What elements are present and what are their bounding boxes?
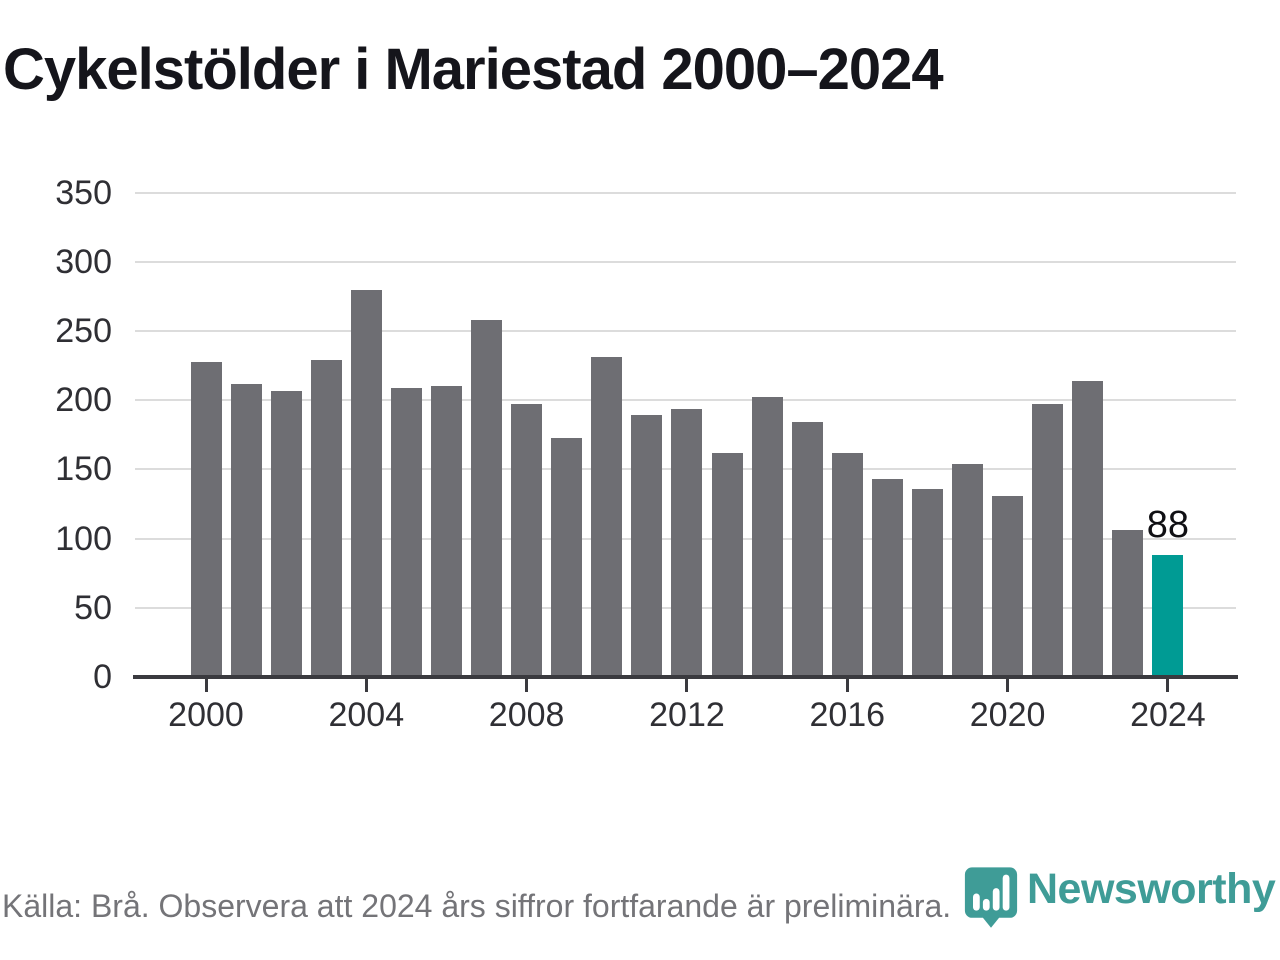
bar-2002 bbox=[270, 390, 302, 677]
bar-2020 bbox=[992, 495, 1024, 677]
x-axis-label-2004: 2004 bbox=[328, 696, 405, 734]
bar-2007 bbox=[471, 320, 503, 677]
newsworthy-icon bbox=[964, 867, 1018, 928]
chart-title: Cykelstölder i Mariestad 2000–2024 bbox=[3, 37, 944, 102]
y-axis-label: 200 bbox=[55, 381, 112, 420]
x-axis-label-2016: 2016 bbox=[809, 696, 886, 734]
bar-2018 bbox=[911, 488, 943, 677]
x-axis-tick-2020 bbox=[1006, 679, 1010, 692]
y-axis-label: 250 bbox=[55, 312, 112, 351]
y-axis-label: 350 bbox=[55, 173, 112, 212]
bar-value-label: 88 bbox=[1146, 504, 1190, 547]
bar-2001 bbox=[230, 383, 262, 677]
bar-2017 bbox=[871, 479, 903, 677]
newsworthy-logo: Newsworthy bbox=[964, 865, 1276, 930]
bar-2010 bbox=[591, 357, 623, 677]
x-axis-label-2008: 2008 bbox=[488, 696, 565, 734]
bar-2021 bbox=[1032, 404, 1064, 677]
bar-2014 bbox=[751, 397, 783, 677]
bar-chart: 0 50 100 150 200 250 300 350 2000 2004 2008 2012 201… bbox=[55, 173, 1238, 734]
x-axis-tick-2016 bbox=[845, 679, 849, 692]
gridline-300 bbox=[135, 260, 1236, 263]
y-axis-label: 100 bbox=[55, 519, 112, 558]
bar-2004 bbox=[350, 289, 382, 677]
x-axis-label-2024: 2024 bbox=[1130, 696, 1206, 734]
x-axis-tick-2024 bbox=[1166, 679, 1170, 692]
x-axis-tick-2004 bbox=[364, 679, 368, 692]
newsworthy-wordmark: Newsworthy bbox=[1027, 865, 1276, 913]
bar-2013 bbox=[711, 452, 743, 677]
bar-2008 bbox=[511, 404, 543, 677]
bar-2005 bbox=[390, 387, 422, 677]
bar-2019 bbox=[952, 463, 984, 677]
x-axis-label-2000: 2000 bbox=[168, 696, 244, 734]
bar-2023 bbox=[1112, 530, 1144, 677]
x-axis-tick-2000 bbox=[204, 679, 208, 692]
x-axis-tick-2012 bbox=[685, 679, 689, 692]
bar-2016 bbox=[831, 452, 863, 677]
bar-2009 bbox=[551, 437, 583, 677]
bar-2000 bbox=[190, 361, 222, 677]
x-axis-line bbox=[133, 675, 1238, 679]
x-axis-tick-2008 bbox=[525, 679, 529, 692]
gridline-250 bbox=[135, 330, 1236, 333]
source-note: Källa: Brå. Observera att 2024 års siffr… bbox=[2, 888, 952, 924]
gridline-350 bbox=[135, 191, 1236, 194]
x-axis-label-2012: 2012 bbox=[649, 696, 725, 734]
bar-2011 bbox=[631, 415, 663, 677]
bar-2024 bbox=[1152, 555, 1184, 677]
y-axis-label: 0 bbox=[93, 658, 112, 696]
bar-2015 bbox=[791, 422, 823, 677]
y-axis-label: 150 bbox=[55, 450, 112, 489]
bar-2003 bbox=[310, 360, 342, 677]
bar-2022 bbox=[1072, 380, 1104, 677]
y-axis-label: 300 bbox=[55, 242, 112, 281]
bar-2006 bbox=[430, 386, 462, 677]
bar-2012 bbox=[671, 408, 703, 677]
x-axis-label-2020: 2020 bbox=[969, 696, 1046, 734]
gridline-200 bbox=[135, 399, 1236, 402]
y-axis-label: 50 bbox=[74, 588, 112, 627]
